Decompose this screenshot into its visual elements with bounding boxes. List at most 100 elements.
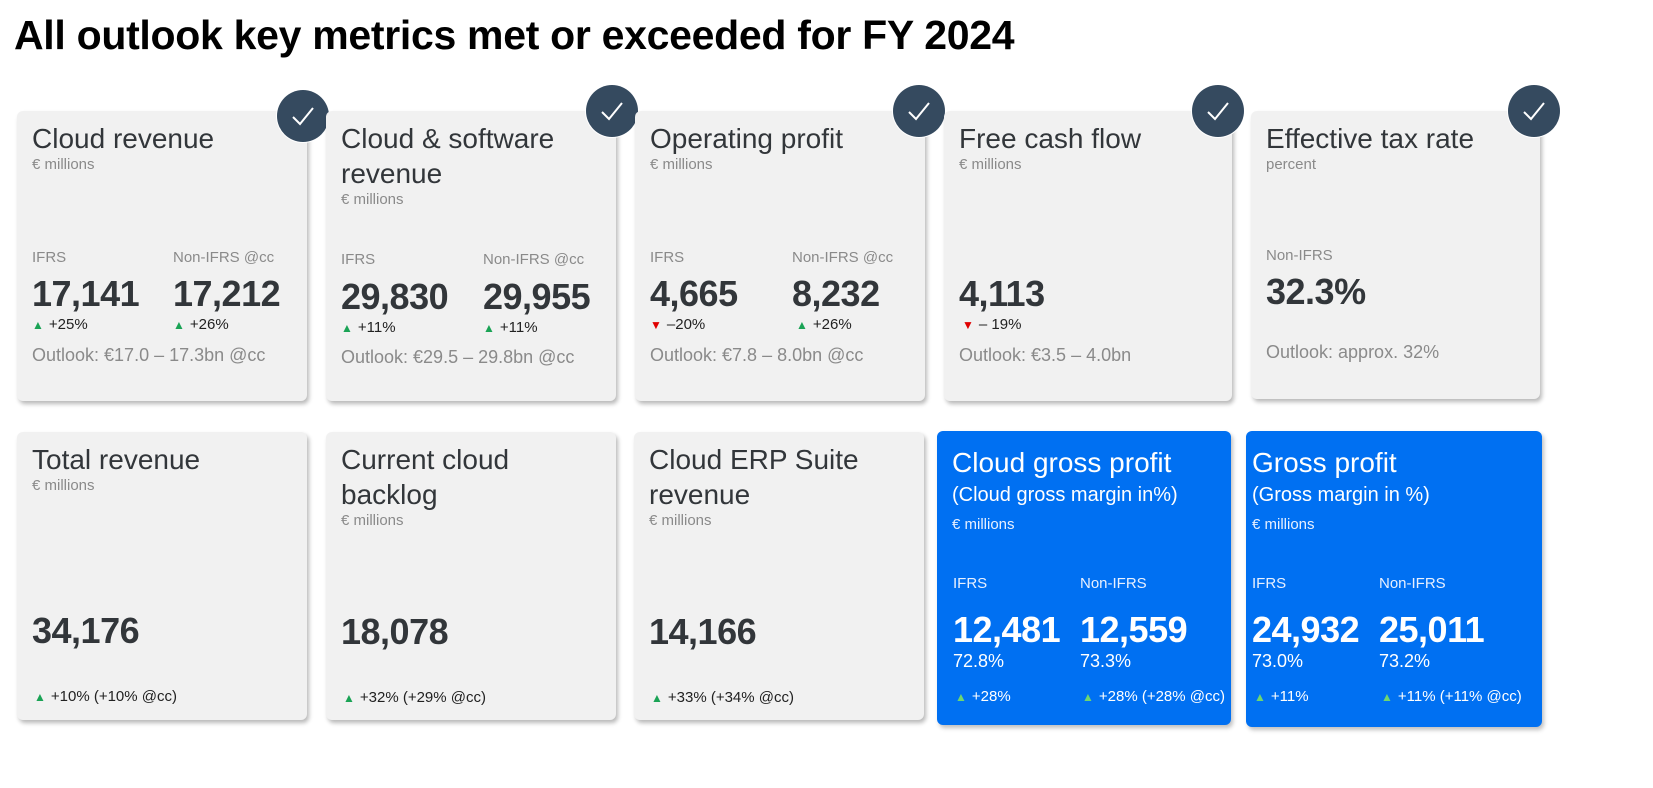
card-unit: percent [1266,156,1317,173]
card-free-cash-flow: Free cash flow € millions 4,113 ▼ – 19% O… [944,85,1244,401]
card-unit: € millions [952,516,1015,533]
triangle-up-icon: ▲ [1082,690,1094,704]
card-title: Cloud ERP Suite revenue [649,444,859,510]
non-ifrs-change: +28% (+28% @cc) [1098,688,1226,705]
triangle-up-icon: ▲ [1381,690,1393,704]
ifrs-margin: 73.0% [1252,651,1304,671]
card-operating-profit: Operating profit € millions IFRS Non-IFR… [635,85,945,401]
card-cloud-gross-profit: Cloud gross profit (Cloud gross margin i… [937,431,1231,725]
card-title: Cloud revenue [32,123,215,154]
change: – 19% [978,316,1022,333]
card-title: Free cash flow [959,123,1142,154]
value: 4,113 [959,273,1045,314]
card-unit: € millions [650,156,713,173]
card-unit: € millions [959,156,1022,173]
non-ifrs-value: 25,011 [1379,609,1485,650]
ifrs-value: 12,481 [953,609,1061,650]
card-cloud-erp-suite-revenue: Cloud ERP Suite revenue € millions 14,16… [634,432,924,720]
triangle-up-icon: ▲ [651,691,663,705]
value: 32.3% [1266,271,1366,312]
ifrs-label: IFRS [1252,575,1287,592]
ifrs-change: +25% [48,316,88,333]
card-title: Operating profit [650,123,843,154]
checkmark-icon [1192,85,1244,137]
ifrs-label: IFRS [650,249,685,266]
triangle-up-icon: ▲ [796,318,808,332]
card-title: Gross profit [1252,447,1397,478]
page-title: All outlook key metrics met or exceeded … [14,12,1015,58]
card-subtitle: (Cloud gross margin in%) [952,484,1178,506]
triangle-up-icon: ▲ [32,318,44,332]
ifrs-change: +28% [971,688,1011,705]
non-ifrs-change: +26% [812,316,852,333]
checkmark-icon [1508,85,1560,137]
card-gross-profit: Gross profit (Gross margin in %) € milli… [1246,431,1542,727]
outlook-text: Outlook: €7.8 – 8.0bn @cc [650,345,864,365]
card-effective-tax-rate: Effective tax rate percent Non-IFRS 32.3… [1251,85,1560,399]
card-title: Total revenue [32,444,201,475]
non-ifrs-label: Non-IFRS [1266,247,1333,264]
non-ifrs-margin: 73.2% [1379,651,1431,671]
triangle-up-icon: ▲ [955,690,967,704]
card-cloud-revenue: Cloud revenue € millions IFRS Non-IFRS @… [17,90,329,401]
card-title: Current cloud backlog [341,444,510,510]
triangle-up-icon: ▲ [1254,690,1266,704]
non-ifrs-label: Non-IFRS @cc [792,249,894,266]
triangle-up-icon: ▲ [34,690,46,704]
triangle-up-icon: ▲ [343,691,355,705]
triangle-up-icon: ▲ [483,321,495,335]
triangle-up-icon: ▲ [341,321,353,335]
change: +10% (+10% @cc) [50,688,178,705]
outlook-text: Outlook: €3.5 – 4.0bn [959,345,1132,365]
card-subtitle: (Gross margin in %) [1252,484,1430,506]
triangle-down-icon: ▼ [962,318,974,332]
change: +32% (+29% @cc) [359,689,487,706]
card-total-revenue: Total revenue € millions 34,176 ▲ +10% (+… [17,432,307,720]
value: 34,176 [32,610,140,651]
value: 14,166 [649,611,757,652]
ifrs-margin: 72.8% [953,651,1005,671]
non-ifrs-value: 29,955 [483,276,591,317]
card-unit: € millions [1252,516,1315,533]
ifrs-change: –20% [666,316,706,333]
non-ifrs-value: 17,212 [173,273,281,314]
card-unit: € millions [341,191,404,208]
card-unit: € millions [32,477,95,494]
non-ifrs-label: Non-IFRS @cc [173,249,275,266]
non-ifrs-value: 8,232 [792,273,880,314]
card-unit: € millions [649,512,712,529]
value: 18,078 [341,611,449,652]
non-ifrs-label: Non-IFRS [1379,575,1446,592]
ifrs-value: 17,141 [32,273,140,314]
checkmark-icon [586,85,638,137]
triangle-up-icon: ▲ [173,318,185,332]
outlook-text: Outlook: €29.5 – 29.8bn @cc [341,347,575,367]
card-title: Effective tax rate [1266,123,1475,154]
ifrs-change: +11% [1270,688,1309,705]
card-cloud-software-revenue: Cloud & software revenue € millions IFRS… [326,85,638,401]
card-title: Cloud & software revenue [341,123,555,189]
non-ifrs-change: +26% [189,316,229,333]
checkmark-icon [893,85,945,137]
ifrs-value: 4,665 [650,273,738,314]
non-ifrs-label: Non-IFRS @cc [483,251,585,268]
ifrs-label: IFRS [953,575,988,592]
ifrs-label: IFRS [341,251,376,268]
card-unit: € millions [32,156,95,173]
card-title: Cloud gross profit [952,447,1172,478]
non-ifrs-margin: 73.3% [1080,651,1132,671]
change: +33% (+34% @cc) [667,689,795,706]
non-ifrs-label: Non-IFRS [1080,575,1147,592]
non-ifrs-value: 12,559 [1080,609,1188,650]
checkmark-icon [277,90,329,142]
non-ifrs-change: +11% (+11% @cc) [1397,688,1522,705]
ifrs-value: 24,932 [1252,609,1360,650]
outlook-text: Outlook: approx. 32% [1266,342,1440,362]
ifrs-value: 29,830 [341,276,449,317]
card-unit: € millions [341,512,404,529]
card-current-cloud-backlog: Current cloud backlog € millions 18,078 … [326,432,616,720]
triangle-down-icon: ▼ [650,318,662,332]
non-ifrs-change: +11% [499,319,538,336]
ifrs-change: +11% [357,319,396,336]
outlook-text: Outlook: €17.0 – 17.3bn @cc [32,345,266,365]
